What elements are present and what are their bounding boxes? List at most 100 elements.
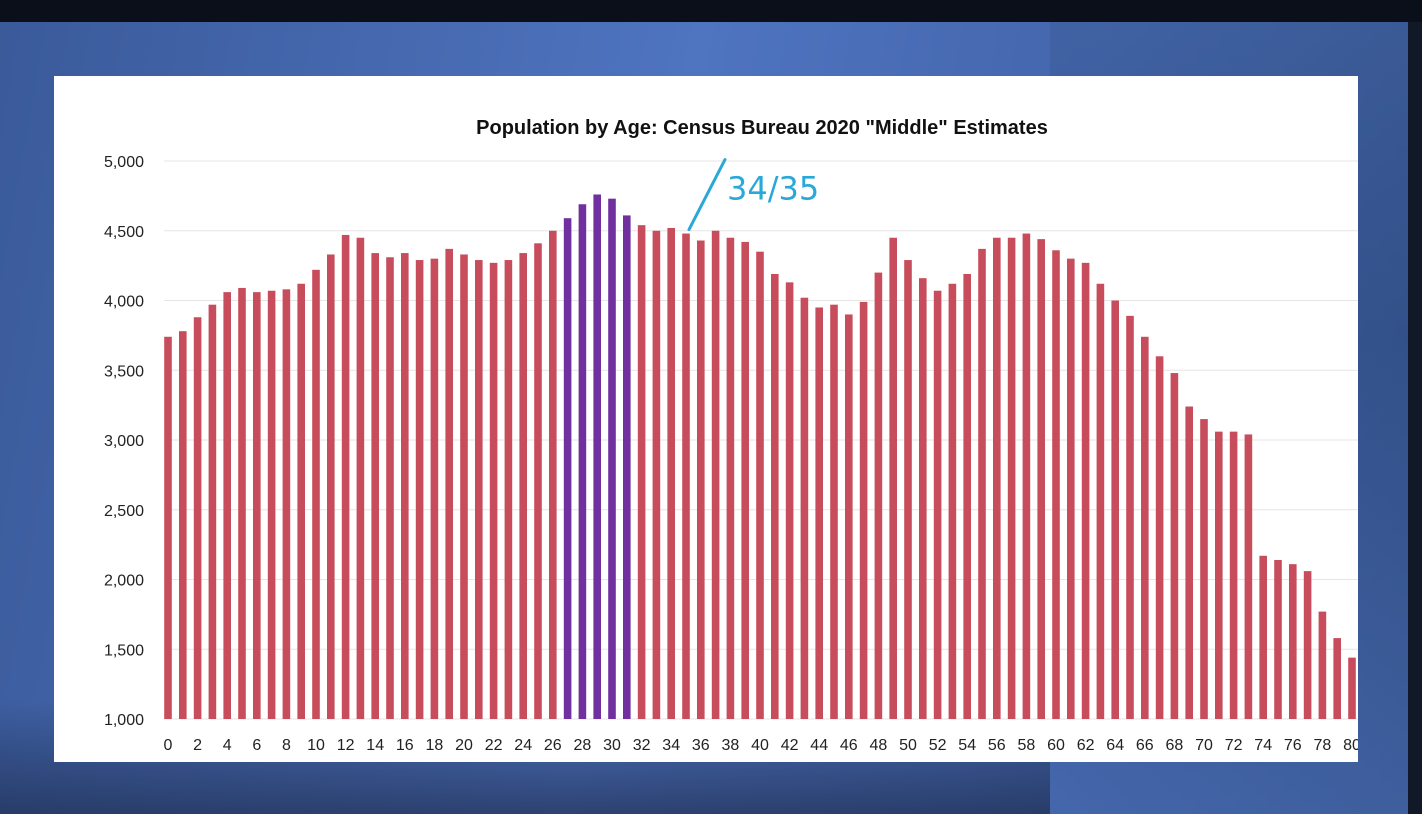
y-tick-label: 3,000	[104, 433, 144, 450]
bar-age-66	[1141, 336, 1149, 719]
x-tick-label: 80	[1343, 737, 1358, 754]
bar-age-52	[933, 290, 942, 719]
bar-age-57	[1007, 237, 1016, 719]
bar-age-41	[771, 273, 779, 719]
bar-age-18	[430, 258, 439, 719]
bar-age-44	[815, 307, 823, 719]
annotation-label: 34/35	[727, 170, 819, 208]
bar-age-32	[637, 225, 646, 720]
x-tick-label: 12	[337, 737, 355, 754]
bar-age-73	[1244, 434, 1253, 719]
x-tick-label: 24	[514, 737, 532, 754]
bar-age-2	[193, 317, 202, 719]
bar-age-4	[223, 292, 231, 719]
x-tick-label: 30	[603, 737, 621, 754]
bar-age-25	[534, 243, 542, 719]
bar-age-50	[904, 260, 912, 719]
bar-age-46	[845, 314, 853, 719]
bar-age-29	[593, 194, 601, 720]
bar-age-1	[179, 331, 187, 719]
bar-age-42	[785, 282, 794, 719]
bar-age-76	[1289, 564, 1297, 719]
bar-age-71	[1215, 431, 1223, 719]
x-tick-label: 70	[1195, 737, 1213, 754]
annotation-pointer	[687, 158, 727, 232]
bar-age-12	[341, 234, 350, 719]
bar-age-67	[1155, 356, 1164, 719]
bar-age-43	[800, 297, 809, 719]
annotation: 34/35	[687, 158, 819, 232]
bar-age-79	[1333, 638, 1341, 719]
x-tick-label: 20	[455, 737, 473, 754]
x-tick-label: 16	[396, 737, 414, 754]
bar-age-34	[667, 227, 675, 719]
x-tick-label: 36	[692, 737, 710, 754]
bar-age-65	[1126, 315, 1134, 719]
x-tick-label: 72	[1225, 737, 1243, 754]
x-tick-label: 6	[252, 737, 261, 754]
x-tick-label: 52	[929, 737, 947, 754]
bar-age-59	[1037, 239, 1045, 719]
x-tick-label: 18	[426, 737, 444, 754]
chart-card: 1,000 1,500 2,000 2,500 3,000 3,500 4,000 4,500…	[54, 76, 1358, 762]
bar-age-15	[386, 257, 394, 719]
bar-age-37	[711, 230, 720, 719]
bar-age-3	[208, 304, 217, 719]
chart-title: Population by Age: Census Bureau 2020 "M…	[476, 117, 1048, 139]
bar-age-60	[1052, 250, 1060, 719]
bar-age-69	[1185, 406, 1193, 719]
x-tick-label: 2	[193, 737, 202, 754]
x-tick-label: 64	[1106, 737, 1124, 754]
bar-age-47	[859, 301, 868, 719]
x-tick-label: 32	[633, 737, 651, 754]
bar-age-6	[253, 292, 261, 719]
y-tick-label: 4,500	[104, 224, 144, 241]
y-tick-label: 5,000	[104, 154, 144, 171]
x-tick-label: 28	[574, 737, 592, 754]
bar-age-8	[282, 289, 291, 719]
bar-age-16	[401, 253, 409, 719]
bar-age-51	[919, 278, 927, 719]
bar-age-24	[519, 253, 527, 719]
bar-age-22	[489, 262, 498, 719]
bar-age-30	[608, 198, 616, 719]
x-tick-label: 26	[544, 737, 562, 754]
bar-age-63	[1096, 283, 1105, 719]
bar-age-62	[1081, 262, 1090, 719]
x-tick-label: 40	[751, 737, 769, 754]
x-tick-label: 42	[781, 737, 799, 754]
x-tick-label: 66	[1136, 737, 1154, 754]
bar-age-21	[475, 260, 483, 719]
bar-age-56	[993, 237, 1001, 719]
y-tick-label: 1,500	[104, 642, 144, 659]
x-tick-label: 0	[164, 737, 173, 754]
x-tick-label: 34	[662, 737, 680, 754]
bar-age-45	[830, 304, 838, 719]
x-tick-label: 76	[1284, 737, 1302, 754]
x-tick-label: 8	[282, 737, 291, 754]
bar-age-26	[549, 230, 557, 719]
bar-age-72	[1229, 431, 1238, 719]
bar-age-10	[312, 269, 320, 719]
bar-age-49	[889, 237, 897, 719]
x-tick-label: 74	[1254, 737, 1272, 754]
x-tick-label: 50	[899, 737, 917, 754]
x-tick-label: 4	[223, 737, 232, 754]
bar-age-11	[327, 254, 335, 719]
x-tick-label: 38	[722, 737, 740, 754]
bar-age-48	[874, 272, 883, 719]
x-tick-label: 78	[1314, 737, 1332, 754]
x-tick-label: 60	[1047, 737, 1065, 754]
bar-age-80	[1348, 657, 1356, 719]
y-tick-label: 2,500	[104, 503, 144, 520]
bar-age-17	[415, 260, 424, 719]
bar-age-74	[1259, 555, 1267, 719]
bar-age-27	[563, 218, 572, 719]
bar-chart: 1,000 1,500 2,000 2,500 3,000 3,500 4,000 4,500…	[104, 117, 1358, 754]
bar-age-7	[267, 290, 276, 719]
bar-age-36	[697, 240, 705, 719]
bar-age-19	[445, 248, 453, 719]
bar-age-68	[1170, 373, 1179, 719]
y-axis-ticks: 1,000 1,500 2,000 2,500 3,000 3,500 4,000 4,500…	[104, 154, 144, 729]
bar-age-31	[623, 215, 631, 719]
